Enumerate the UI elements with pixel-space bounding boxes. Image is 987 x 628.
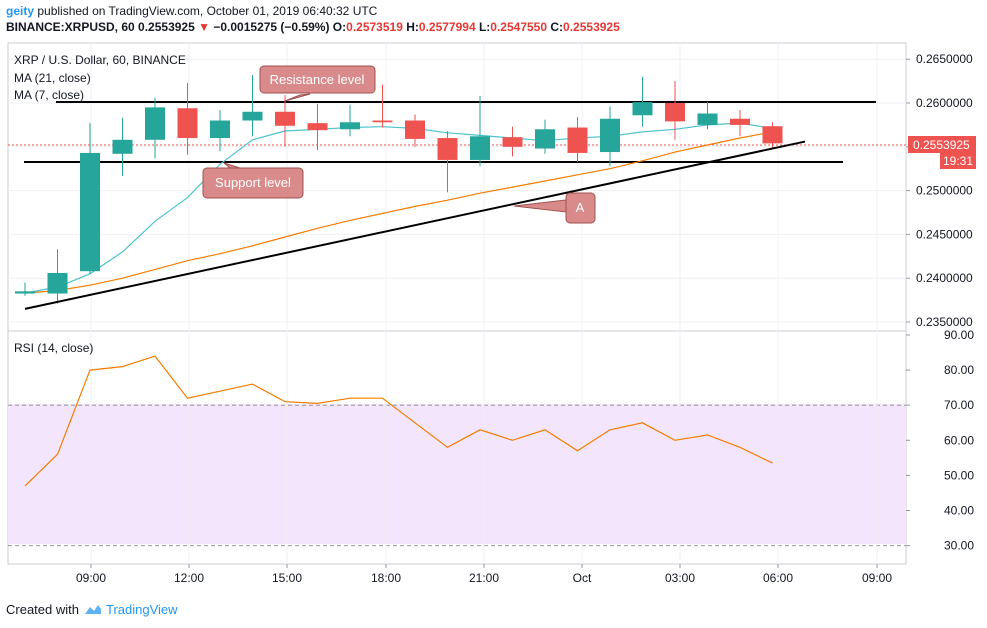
time-tick-label: 18:00 xyxy=(371,571,401,585)
price-change: −0.0015275 (−0.59%) xyxy=(213,20,330,34)
candle-body[interactable] xyxy=(632,102,653,116)
price-tick-label: 0.2650000 xyxy=(916,52,973,66)
support-callout-box xyxy=(202,167,304,199)
time-tick-label: 09:00 xyxy=(76,571,106,585)
price-tick-label: 0.2600000 xyxy=(916,96,973,110)
candle-body[interactable] xyxy=(535,129,555,149)
low-value: 0.2547550 xyxy=(490,20,548,34)
footer: Created with TradingView xyxy=(6,602,178,617)
candle-body[interactable] xyxy=(15,291,35,294)
time-axis: 09:00 12:00 15:00 18:00 21:00 Oct 03:00 06:00 09… xyxy=(76,564,892,585)
resistance-callout[interactable]: Resistance level xyxy=(259,65,376,102)
resistance-callout-pointer xyxy=(284,93,311,102)
rsi-band xyxy=(8,404,906,544)
rsi-tick-label: 80.00 xyxy=(944,363,974,377)
candle-body[interactable] xyxy=(242,111,263,121)
rsi-tick-label: 40.00 xyxy=(944,504,974,518)
time-tick-label: 03:00 xyxy=(665,571,695,585)
price-axis: 0.26500000.26000000.25500000.25000000.24… xyxy=(906,52,973,329)
candle-body[interactable] xyxy=(112,139,133,154)
last-price-badge xyxy=(908,136,976,153)
close-label: C: xyxy=(550,20,564,34)
down-arrow-icon: ▼ xyxy=(198,20,211,34)
support-callout[interactable]: Support level xyxy=(202,162,304,199)
ohlc-line: BINANCE:XRPUSD, 60 0.2553925 ▼ −0.001527… xyxy=(6,20,620,34)
published-text: published on TradingView.com, October 01… xyxy=(37,4,378,18)
rsi-line xyxy=(24,355,773,487)
resistance-callout-box xyxy=(259,65,376,94)
last-price: 0.2553925 xyxy=(138,20,195,34)
a-callout-box xyxy=(565,192,596,224)
high-label: H: xyxy=(406,20,419,34)
candle-body[interactable] xyxy=(665,103,685,122)
rsi-tick-label: 30.00 xyxy=(944,539,974,553)
candle-body[interactable] xyxy=(600,118,620,153)
publish-info: geity published on TradingView.com, Octo… xyxy=(6,4,377,18)
support-callout-text: Support level xyxy=(215,175,291,190)
candle-body[interactable] xyxy=(730,118,750,125)
a-callout[interactable]: A xyxy=(513,192,596,224)
candle-body[interactable] xyxy=(502,137,523,147)
tradingview-cloud-icon xyxy=(84,605,101,614)
time-tick-label: 12:00 xyxy=(174,571,204,585)
rsi-tick-label: 90.00 xyxy=(944,328,974,342)
candle-body[interactable] xyxy=(567,127,588,153)
time-tick-label: 06:00 xyxy=(763,571,793,585)
last-price-badge-text: 0.2553925 xyxy=(913,138,970,152)
tradingview-brand[interactable]: TradingView xyxy=(106,602,178,617)
ma7-legend: MA (7, close) xyxy=(14,88,84,102)
ma21-line xyxy=(24,131,773,294)
candle-body[interactable] xyxy=(697,113,718,125)
candle-body[interactable] xyxy=(762,126,783,144)
ma7-line xyxy=(24,122,773,294)
symbol-label: BINANCE:XRPUSD, 60 xyxy=(6,20,135,34)
close-value: 0.2553925 xyxy=(563,20,620,34)
price-tick-label: 0.2350000 xyxy=(916,315,973,329)
ma21-legend: MA (21, close) xyxy=(14,71,91,85)
price-pane-frame xyxy=(7,42,907,332)
symbol-legend: XRP / U.S. Dollar, 60, BINANCE xyxy=(14,53,186,67)
candle-body[interactable] xyxy=(47,272,68,294)
rsi-axis: 90.00 80.00 70.00 60.00 50.00 40.00 30.00 xyxy=(906,328,974,553)
candle-body[interactable] xyxy=(177,108,198,139)
candle-body[interactable] xyxy=(470,136,490,160)
candle-body[interactable] xyxy=(340,122,360,130)
low-label: L: xyxy=(478,20,491,34)
open-label: O: xyxy=(332,20,347,34)
countdown-badge xyxy=(940,153,976,169)
price-tick-label: 0.2400000 xyxy=(916,271,973,285)
time-tick-label: 09:00 xyxy=(862,571,892,585)
candle-body[interactable] xyxy=(307,123,328,131)
candle-body[interactable] xyxy=(80,152,100,272)
time-tick-label: 15:00 xyxy=(272,571,302,585)
rsi-tick-label: 60.00 xyxy=(944,433,974,447)
resistance-callout-text: Resistance level xyxy=(270,72,365,87)
price-tick-label: 0.2450000 xyxy=(916,227,973,241)
grid-lines xyxy=(8,43,906,564)
candle-body[interactable] xyxy=(437,138,458,160)
a-callout-text: A xyxy=(576,200,585,215)
rsi-legend: RSI (14, close) xyxy=(14,341,93,355)
rsi-path xyxy=(24,355,773,487)
candle-body[interactable] xyxy=(145,107,165,140)
rsi-tick-label: 50.00 xyxy=(944,468,974,482)
candles xyxy=(15,74,783,304)
time-tick-label: 21:00 xyxy=(469,571,499,585)
open-value: 0.2573519 xyxy=(346,20,403,34)
candle-body[interactable] xyxy=(372,120,393,123)
countdown-badge-text: 19:31 xyxy=(943,154,973,168)
ma21-path xyxy=(24,131,773,294)
created-with-text: Created with xyxy=(6,602,79,617)
candle-body[interactable] xyxy=(275,111,295,126)
price-tick-label: 0.2500000 xyxy=(916,184,973,198)
high-value: 0.2577994 xyxy=(418,20,476,34)
time-tick-label: Oct xyxy=(573,571,592,585)
rsi-tick-label: 70.00 xyxy=(944,398,974,412)
candle-body[interactable] xyxy=(210,120,230,139)
ma7-path xyxy=(24,122,773,294)
publisher-name[interactable]: geity xyxy=(6,4,35,18)
candle-body[interactable] xyxy=(405,120,425,139)
trendline-a[interactable] xyxy=(24,140,806,310)
